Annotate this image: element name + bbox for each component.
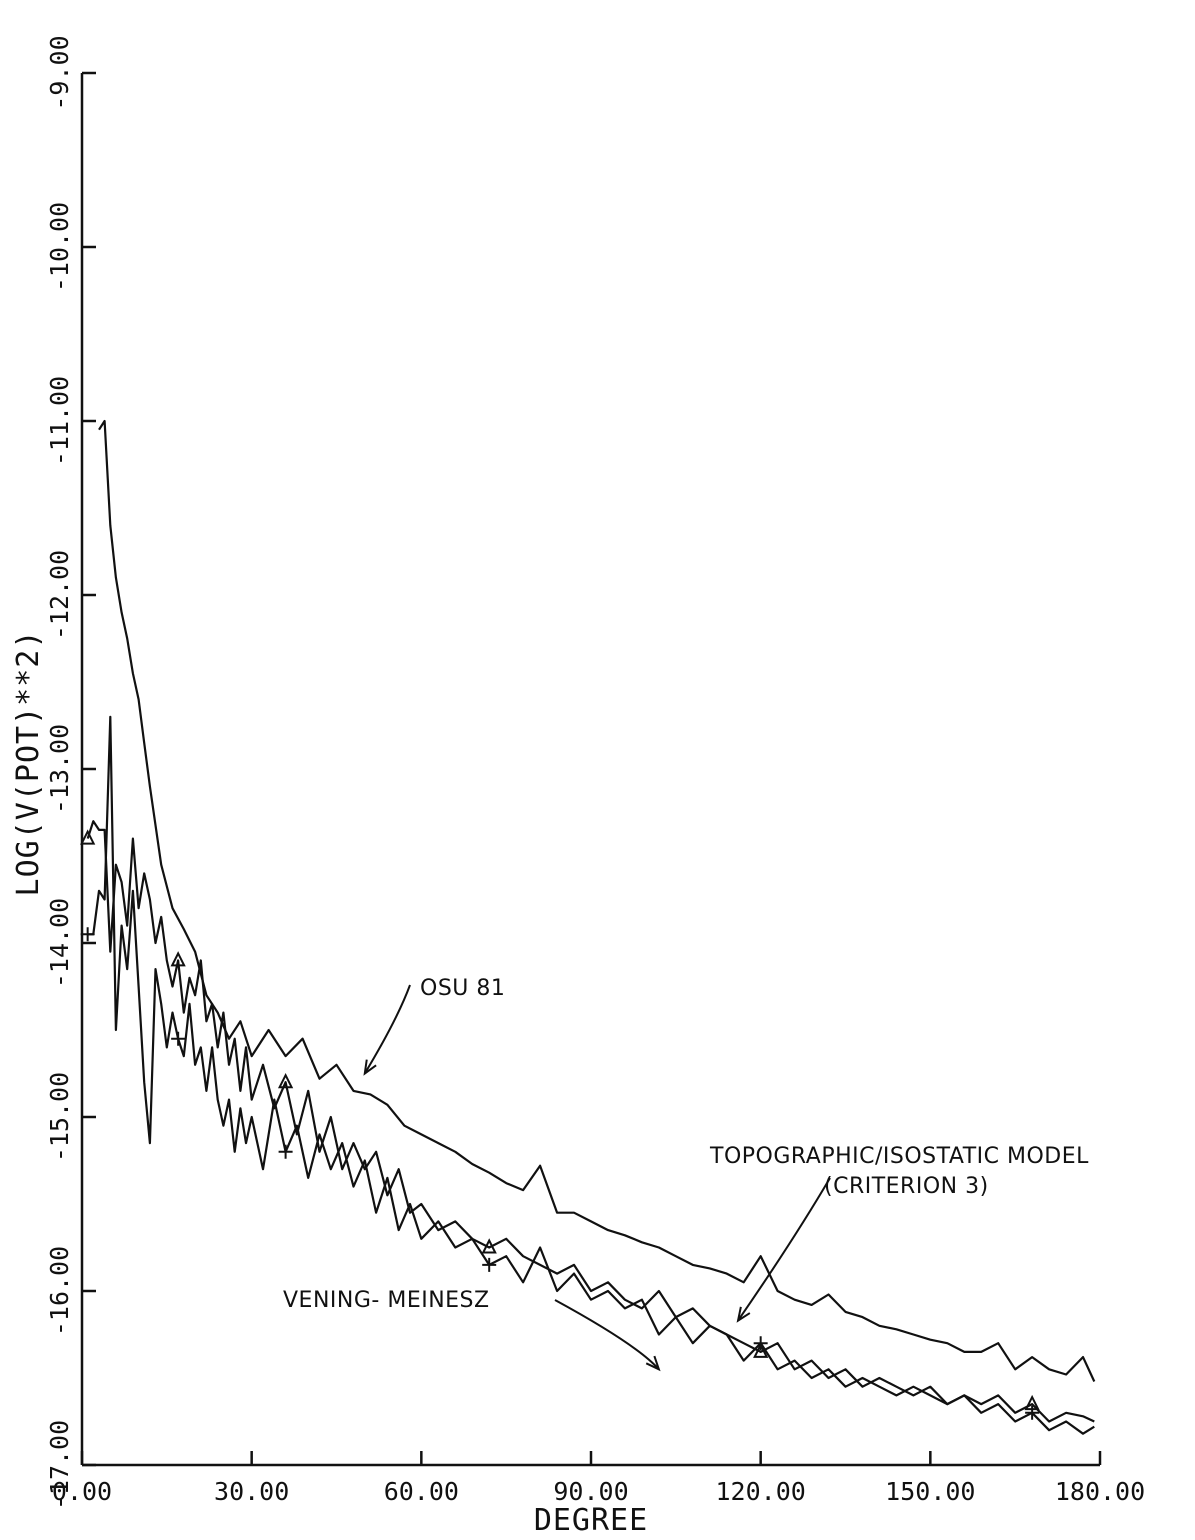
ticks xyxy=(80,71,1102,1467)
series-line-2 xyxy=(87,715,1095,1435)
annotation-arrow xyxy=(554,1299,660,1370)
x-tick-label: 150.00 xyxy=(885,1477,975,1506)
y-tick-label: -14.00 xyxy=(45,898,74,988)
y-tick-label: -16.00 xyxy=(45,1246,74,1336)
x-tick-label: 90.00 xyxy=(553,1477,628,1506)
y-tick-label: -10.00 xyxy=(45,202,74,292)
annotations: OSU 81 TOPOGRAPHIC/ISOSTATIC MODEL (CRIT… xyxy=(283,976,1089,1372)
x-tick-label: 30.00 xyxy=(214,1477,289,1506)
x-tick-label: 0.00 xyxy=(52,1477,112,1506)
point-marker-triangle xyxy=(80,829,96,845)
x-tick-label: 120.00 xyxy=(716,1477,806,1506)
y-tick-label: -15.00 xyxy=(45,1072,74,1162)
annotation-arrow xyxy=(363,984,411,1075)
y-tick-label: -13.00 xyxy=(45,724,74,814)
point-marker-triangle xyxy=(277,1072,294,1089)
arrow-head-icon xyxy=(736,1306,751,1323)
annotation-topographic-model: TOPOGRAPHIC/ISOSTATIC MODEL xyxy=(709,1144,1089,1169)
point-marker-triangle xyxy=(170,951,186,967)
point-marker-plus xyxy=(80,927,95,942)
point-marker-plus xyxy=(171,1031,186,1046)
x-axis-title: DEGREE xyxy=(534,1503,648,1538)
axes xyxy=(80,73,1100,1467)
tick-labels: 0.00 30.00 60.00 90.00 120.00 150.00 180.00 -17… xyxy=(45,35,1145,1510)
y-tick-label: -12.00 xyxy=(45,550,74,640)
arrow-head-icon xyxy=(363,1059,377,1076)
point-marker-plus xyxy=(278,1144,293,1159)
arrow-head-icon xyxy=(645,1355,661,1372)
series-group xyxy=(80,419,1096,1435)
y-tick-label: -9.00 xyxy=(45,35,74,110)
point-marker-plus xyxy=(482,1257,497,1272)
y-tick-label: -17.00 xyxy=(45,1420,74,1510)
x-tick-label: 60.00 xyxy=(384,1477,459,1506)
point-marker-triangle xyxy=(753,1342,769,1358)
x-tick-label: 180.00 xyxy=(1055,1477,1145,1506)
annotation-osu81: OSU 81 xyxy=(420,976,505,1001)
y-tick-label: -11.00 xyxy=(45,376,74,466)
annotation-criterion: (CRITERION 3) xyxy=(824,1174,989,1199)
point-marker-triangle xyxy=(1024,1394,1040,1411)
series-line-1 xyxy=(98,419,1096,1382)
annotation-vening-meinesz: VENING- MEINESZ xyxy=(283,1288,490,1313)
y-axis-title: LOG(V(POT)**2) xyxy=(11,630,46,897)
point-marker-triangle xyxy=(481,1238,497,1254)
annotation-arrow xyxy=(737,1177,831,1322)
series-line-3 xyxy=(86,820,1095,1423)
